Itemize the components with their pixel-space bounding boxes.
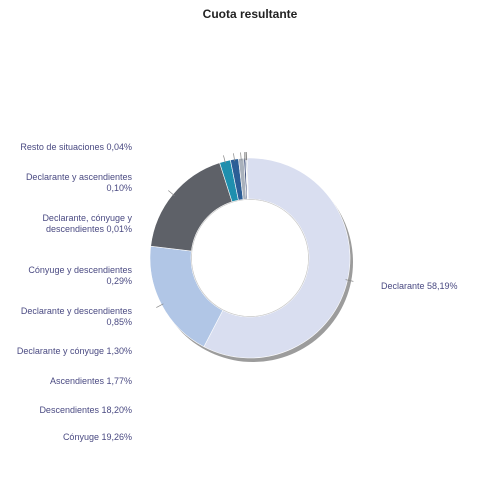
leader-line-3 [168,190,175,196]
data-label-8: Declarante, cónyuge y descendientes 0,01… [42,213,132,234]
pie-slice-1 [203,157,351,359]
leader-line-4 [223,155,226,164]
leader-line-6 [240,152,242,161]
data-label-6: Declarante y descendientes 0,85% [20,306,132,327]
data-label-10: Resto de situaciones 0,04% [20,142,132,152]
data-label-7: Cónyuge y descendientes 0,29% [28,265,132,286]
data-label-2: Cónyuge 19,26% [62,432,132,442]
data-label-1: Declarante 58,19% [381,281,458,291]
donut-hole [191,199,309,317]
data-label-4: Ascendientes 1,77% [49,376,132,386]
leader-line-5 [233,153,236,162]
leader-line-2 [156,303,164,308]
chart-title: Cuota resultante [202,7,298,21]
data-label-5: Declarante y cónyuge 1,30% [16,346,132,356]
data-label-9: Declarante y ascendientes 0,10% [25,172,132,193]
leader-line-1 [345,279,354,282]
data-label-3: Descendientes 18,20% [39,405,132,415]
